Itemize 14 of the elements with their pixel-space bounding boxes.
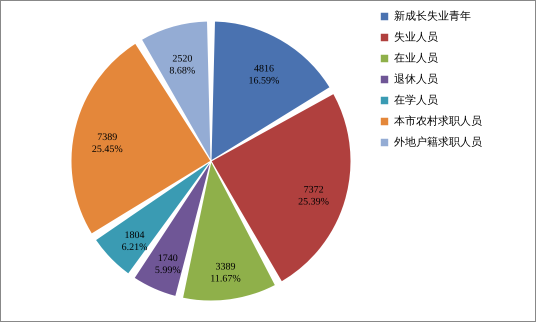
legend-label: 外地户籍求职人员: [394, 136, 482, 148]
data-label: 7389 25.45%: [92, 132, 123, 156]
data-label: 3389 11.67%: [210, 261, 241, 284]
data-label: 4816 16.59%: [248, 64, 280, 87]
data-label: 2520 8.68%: [169, 54, 196, 77]
legend-label: 新成长失业青年: [394, 10, 471, 22]
legend-label: 退休人员: [394, 72, 438, 86]
legend-label: 本市农村求职人员: [394, 114, 482, 128]
data-label: 1740 5.99%: [154, 253, 181, 276]
legend-label: 在学人员: [394, 94, 438, 106]
legend-label: 在业人员: [394, 52, 438, 64]
data-label: 1804 6.21%: [122, 230, 148, 253]
legend-label: 失业人员: [394, 30, 438, 44]
data-label: 7372 25.39%: [298, 184, 329, 208]
